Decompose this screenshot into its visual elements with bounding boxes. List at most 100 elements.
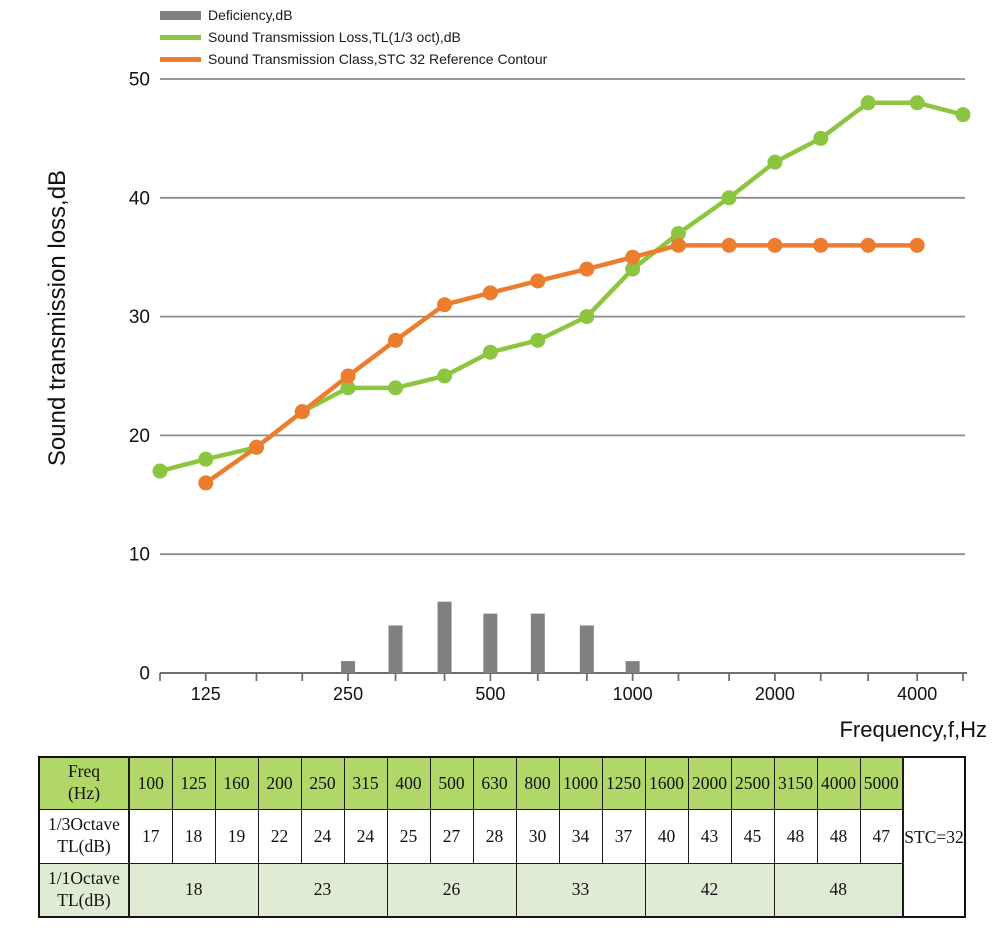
- deficiency-bar: [341, 661, 356, 673]
- x-tick-label: 1000: [613, 684, 653, 704]
- tl-data-table: Freq (Hz) 100 125 160 200 250 315 400 500 630 800 1…: [38, 756, 966, 918]
- third-octave-tl-cell: 43: [687, 808, 732, 864]
- octave-tl-cell: 48: [773, 862, 904, 918]
- data-point-marker: [767, 154, 783, 170]
- chart-legend: Deficiency,dB Sound Transmission Loss,TL…: [160, 4, 547, 70]
- tl-line-series: [152, 95, 971, 479]
- freq-header-cell: 500: [429, 756, 474, 810]
- data-point-marker: [625, 261, 641, 277]
- data-point-marker: [482, 344, 498, 360]
- data-point-marker: [955, 107, 971, 123]
- y-tick-labels: 0 10 20 30 40 50: [129, 70, 150, 685]
- legend-label: Sound Transmission Loss,TL(1/3 oct),dB: [208, 29, 461, 45]
- third-octave-tl-cell: 27: [429, 808, 474, 864]
- legend-item-tl: Sound Transmission Loss,TL(1/3 oct),dB: [160, 26, 547, 48]
- stc-rating-cell: STC=32: [902, 756, 966, 918]
- y-tick-label: 0: [139, 664, 150, 685]
- third-octave-tl-cell: 24: [343, 808, 388, 864]
- y-tick-label: 40: [129, 188, 150, 209]
- deficiency-bar: [437, 601, 452, 673]
- data-point-marker: [767, 237, 783, 253]
- data-point-marker: [437, 297, 453, 313]
- stc-line-swatch-icon: [160, 56, 201, 62]
- freq-header-cell: 400: [386, 756, 431, 810]
- deficiency-bar: [483, 613, 498, 673]
- data-point-marker: [198, 451, 214, 467]
- freq-header-cell: 200: [257, 756, 302, 810]
- data-point-marker: [670, 225, 686, 241]
- third-octave-tl-cell: 25: [386, 808, 431, 864]
- octave-tl-cell: 26: [386, 862, 517, 918]
- data-point-marker: [909, 237, 925, 253]
- freq-header-cell: 800: [515, 756, 560, 810]
- third-octave-tl-cell: 17: [128, 808, 173, 864]
- data-point-marker: [860, 95, 876, 111]
- deficiency-bar: [530, 613, 545, 673]
- x-tick-labels: 125 250 500 1000 2000 4000: [191, 684, 937, 704]
- x-tick-label: 250: [333, 684, 363, 704]
- data-point-marker: [625, 249, 641, 265]
- data-point-marker: [388, 332, 404, 348]
- deficiency-bar: [579, 625, 594, 673]
- freq-header-cell: 1000: [558, 756, 603, 810]
- data-point-marker: [340, 368, 356, 384]
- data-point-marker: [248, 439, 264, 455]
- freq-header-cell: 100: [128, 756, 173, 810]
- series-line: [203, 243, 920, 486]
- data-point-marker: [530, 273, 546, 289]
- data-point-marker: [482, 285, 498, 301]
- data-point-marker: [579, 309, 595, 325]
- data-point-marker: [721, 237, 737, 253]
- grid-lines: [160, 78, 965, 556]
- deficiency-swatch-icon: [160, 10, 201, 20]
- freq-header-cell: 2000: [687, 756, 732, 810]
- data-point-marker: [579, 261, 595, 277]
- freq-row-header: Freq (Hz): [38, 756, 130, 810]
- y-tick-label: 30: [129, 307, 150, 328]
- freq-header-cell: 315: [343, 756, 388, 810]
- data-point-marker: [721, 190, 737, 206]
- freq-header-cell: 4000: [816, 756, 861, 810]
- data-point-marker: [909, 95, 925, 111]
- freq-header-cell: 630: [472, 756, 517, 810]
- third-octave-tl-cell: 48: [773, 808, 818, 864]
- third-octave-row-header: 1/3Octave TL(dB): [38, 808, 130, 864]
- legend-item-stc-contour: Sound Transmission Class,STC 32 Referenc…: [160, 48, 547, 70]
- data-point-marker: [388, 380, 404, 396]
- third-octave-tl-cell: 48: [816, 808, 861, 864]
- x-axis-title: Frequency,f,Hz: [839, 717, 987, 742]
- chart-canvas: 0 10 20 30 40 50 125 250 500 1000 2000 4000: [129, 70, 971, 704]
- third-octave-tl-cell: 22: [257, 808, 302, 864]
- freq-header-cell: 250: [300, 756, 345, 810]
- legend-label: Sound Transmission Class,STC 32 Referenc…: [208, 51, 548, 67]
- y-tick-label: 20: [129, 426, 150, 447]
- x-tick-label: 4000: [897, 684, 937, 704]
- octave-row-header: 1/1Octave TL(dB): [38, 862, 130, 918]
- third-octave-tl-cell: 24: [300, 808, 345, 864]
- third-octave-tl-cell: 45: [730, 808, 775, 864]
- y-axis-title: Sound transmission loss,dB: [44, 169, 71, 467]
- third-octave-tl-cell: 19: [214, 808, 259, 864]
- data-point-marker: [813, 237, 829, 253]
- third-octave-tl-cell: 28: [472, 808, 517, 864]
- y-tick-label: 10: [129, 545, 150, 566]
- x-tick-label: 500: [475, 684, 505, 704]
- stc-contour-series: [198, 237, 925, 491]
- legend-label: Deficiency,dB: [208, 7, 293, 23]
- deficiency-bar: [388, 625, 403, 673]
- data-point-marker: [437, 368, 453, 384]
- data-point-marker: [294, 404, 310, 420]
- data-point-marker: [860, 237, 876, 253]
- data-point-marker: [530, 332, 546, 348]
- freq-header-cell: 3150: [773, 756, 818, 810]
- third-octave-tl-cell: 40: [644, 808, 689, 864]
- third-octave-tl-cell: 47: [859, 808, 904, 864]
- y-tick-label: 50: [129, 70, 150, 91]
- deficiency-bar: [625, 661, 640, 673]
- deficiency-bars: [341, 601, 640, 673]
- x-tick-label: 2000: [755, 684, 795, 704]
- third-octave-tl-cell: 37: [601, 808, 646, 864]
- legend-item-deficiency: Deficiency,dB: [160, 4, 547, 26]
- data-point-marker: [670, 237, 686, 253]
- freq-header-cell: 125: [171, 756, 216, 810]
